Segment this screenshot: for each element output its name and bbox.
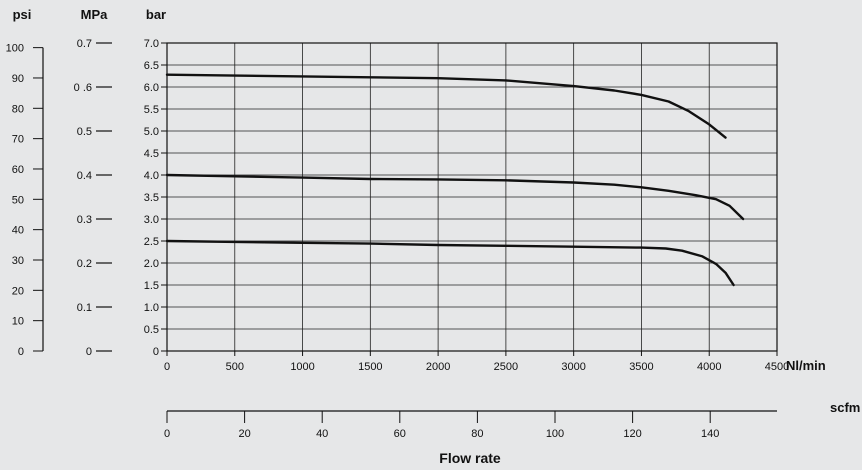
y-tick-label: 1.5 — [144, 280, 159, 292]
mpa-tick-label: 0 — [86, 346, 92, 358]
psi-tick-label: 80 — [12, 103, 24, 115]
x-tick-label: 4000 — [697, 361, 721, 373]
x-tick-label: 2500 — [494, 361, 518, 373]
y-tick-label: 4.0 — [144, 170, 159, 182]
y-tick-label: 5.5 — [144, 104, 159, 116]
x-tick-label: 3500 — [629, 361, 653, 373]
y-tick-label: 4.5 — [144, 148, 159, 160]
y-tick-label: 2.5 — [144, 236, 159, 248]
scfm-tick-label: 20 — [238, 428, 250, 440]
y-tick-label: 7.0 — [144, 38, 159, 50]
x-tick-label: 1500 — [358, 361, 382, 373]
y-tick-label: 0 — [153, 346, 159, 358]
scfm-tick-label: 140 — [701, 428, 719, 440]
scfm-tick-label: 0 — [164, 428, 170, 440]
series-lines — [165, 73, 745, 287]
mpa-tick-label: 0.1 — [77, 302, 92, 314]
x-tick-label: 500 — [226, 361, 244, 373]
psi-tick-label: 0 — [18, 346, 24, 358]
mpa-axis-label: MPa — [81, 7, 109, 22]
psi-tick-label: 60 — [12, 164, 24, 176]
psi-tick-label: 100 — [6, 43, 24, 55]
y-tick-label: 6.5 — [144, 60, 159, 72]
mpa-tick-label: 0.2 — [77, 258, 92, 270]
psi-tick-label: 30 — [12, 255, 24, 267]
scfm-tick-label: 40 — [316, 428, 328, 440]
x-tick-label: 4500 — [765, 361, 789, 373]
psi-tick-label: 10 — [12, 316, 24, 328]
psi-axis-label: psi — [13, 7, 32, 22]
psi-tick-label: 50 — [12, 194, 24, 206]
x-tick-label: 2000 — [426, 361, 450, 373]
y-tick-label: 1.0 — [144, 302, 159, 314]
y-tick-label: 0.5 — [144, 324, 159, 336]
scfm-tick-label: 60 — [394, 428, 406, 440]
y-tick-label: 5.0 — [144, 126, 159, 138]
series-line-1 — [165, 73, 727, 139]
x-unit-label: Nl/min — [786, 358, 826, 373]
mpa-tick-label: 0.3 — [77, 214, 92, 226]
psi-tick-label: 70 — [12, 134, 24, 146]
y-tick-label: 2.0 — [144, 258, 159, 270]
x-tick-label: 1000 — [290, 361, 314, 373]
scfm-tick-label: 100 — [546, 428, 564, 440]
mpa-tick-label: 0.7 — [77, 38, 92, 50]
scfm-tick-label: 120 — [623, 428, 641, 440]
y-tick-label: 3.0 — [144, 214, 159, 226]
bar-axis-label: bar — [146, 7, 166, 22]
y-tick-label: 6.0 — [144, 82, 159, 94]
grid — [167, 43, 777, 351]
scfm-tick-label: 80 — [471, 428, 483, 440]
x-tick-label: 0 — [164, 361, 170, 373]
x-tick-label: 3000 — [561, 361, 585, 373]
psi-tick-label: 90 — [12, 73, 24, 85]
psi-tick-label: 20 — [12, 285, 24, 297]
psi-tick-label: 40 — [12, 225, 24, 237]
y-tick-label: 3.5 — [144, 192, 159, 204]
x-secondary-unit-label: scfm — [830, 400, 860, 415]
mpa-tick-label: 0.4 — [77, 170, 92, 182]
series-line-2 — [165, 173, 745, 221]
mpa-tick-label: 0.5 — [77, 126, 92, 138]
mpa-tick-label: 0 .6 — [74, 82, 92, 94]
tick-marks: 0 500 1000 1500 2000 2500 3000 3500 4000 450000.5… — [6, 38, 790, 440]
x-axis-title: Flow rate — [439, 450, 501, 466]
series-line-3 — [165, 239, 735, 287]
